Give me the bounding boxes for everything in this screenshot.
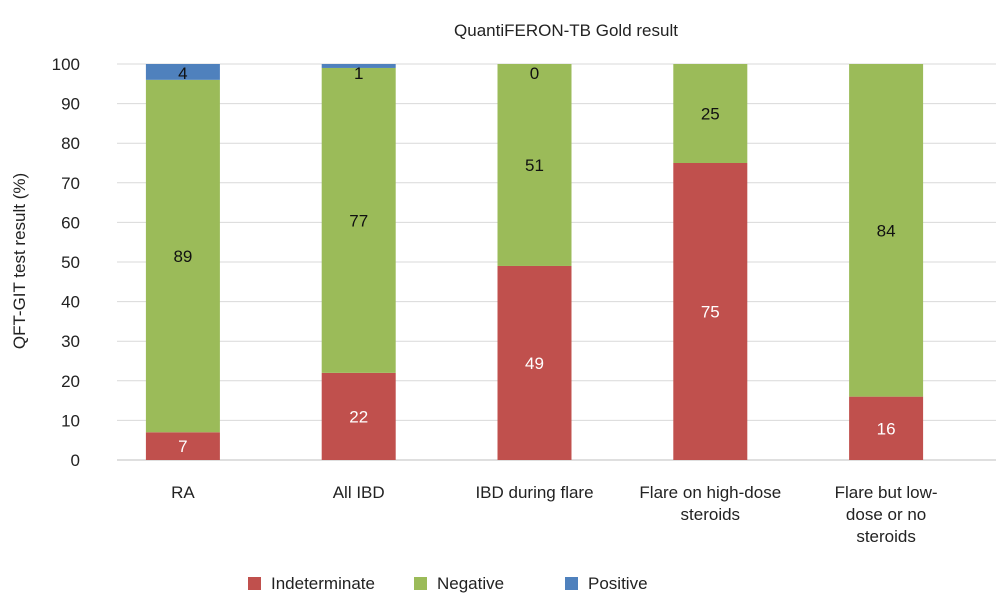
x-category-label: steroids <box>681 505 741 524</box>
y-tick-label: 20 <box>61 372 80 391</box>
bar-segment-positive <box>321 64 396 68</box>
y-axis-ticks: 0 10 20 30 40 50 60 70 80 90 100 <box>52 55 80 470</box>
data-label: 77 <box>349 211 368 230</box>
data-label: 16 <box>877 419 896 438</box>
data-label: 84 <box>877 221 896 240</box>
x-axis-categories: RA All IBD IBD during flare Flare on high-d… <box>171 483 938 546</box>
bar-segment-negative <box>849 64 924 397</box>
data-label: 1 <box>354 64 363 83</box>
y-axis-label: QFT-GIT test result (%) <box>10 173 29 349</box>
y-tick-label: 60 <box>61 213 80 232</box>
y-tick-label: 70 <box>61 174 80 193</box>
legend-label: Negative <box>437 574 504 593</box>
x-category-label: Flare but low- <box>835 483 938 502</box>
y-tick-label: 30 <box>61 332 80 351</box>
y-tick-label: 80 <box>61 134 80 153</box>
bar-segment-negative <box>497 64 572 266</box>
chart-title: QuantiFERON-TB Gold result <box>454 21 678 40</box>
legend-swatch-negative <box>414 577 427 590</box>
y-tick-label: 50 <box>61 253 80 272</box>
legend-label: Positive <box>588 574 648 593</box>
data-label: 75 <box>701 303 720 322</box>
legend-swatch-positive <box>565 577 578 590</box>
data-label: 4 <box>178 64 187 83</box>
bar-segment-negative <box>321 67 396 373</box>
y-tick-label: 0 <box>71 451 80 470</box>
data-label: 25 <box>701 105 720 124</box>
y-tick-label: 100 <box>52 55 80 74</box>
bar-segment-negative <box>673 64 748 163</box>
data-label: 22 <box>349 407 368 426</box>
x-category-label: dose or no <box>846 505 926 524</box>
bar-segment-indeterminate <box>849 396 924 460</box>
y-tick-label: 90 <box>61 95 80 114</box>
bar-segment-indeterminate <box>673 163 748 460</box>
x-category-label: IBD during flare <box>475 483 593 502</box>
data-label: 89 <box>173 247 192 266</box>
bars <box>145 64 924 460</box>
x-category-label: Flare on high-dose <box>639 483 781 502</box>
bar-segment-indeterminate <box>145 432 220 460</box>
bar-segment-indeterminate <box>497 265 572 460</box>
x-category-label: RA <box>171 483 195 502</box>
x-category-label: All IBD <box>333 483 385 502</box>
data-label: 7 <box>178 437 187 456</box>
legend: Indeterminate Negative Positive <box>248 574 648 593</box>
data-label: 0 <box>530 64 539 83</box>
x-category-label: steroids <box>856 527 916 546</box>
bar-segment-positive <box>145 64 220 80</box>
data-label: 49 <box>525 354 544 373</box>
bar-segment-negative <box>145 79 220 433</box>
data-labels: 7 89 4 22 77 1 49 51 0 75 25 16 84 <box>173 64 895 456</box>
legend-swatch-indeterminate <box>248 577 261 590</box>
y-tick-label: 10 <box>61 411 80 430</box>
data-label: 51 <box>525 156 544 175</box>
legend-label: Indeterminate <box>271 574 375 593</box>
bar-segment-indeterminate <box>321 372 396 460</box>
y-tick-label: 40 <box>61 293 80 312</box>
